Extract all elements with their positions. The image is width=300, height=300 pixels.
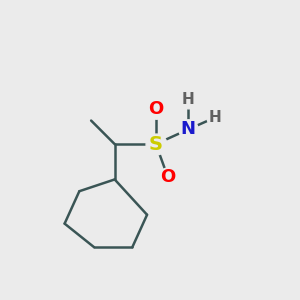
Text: S: S (149, 135, 163, 154)
Text: O: O (160, 167, 175, 185)
Text: O: O (148, 100, 164, 118)
Text: H: H (182, 92, 195, 107)
Text: H: H (208, 110, 221, 125)
Text: N: N (181, 120, 196, 138)
